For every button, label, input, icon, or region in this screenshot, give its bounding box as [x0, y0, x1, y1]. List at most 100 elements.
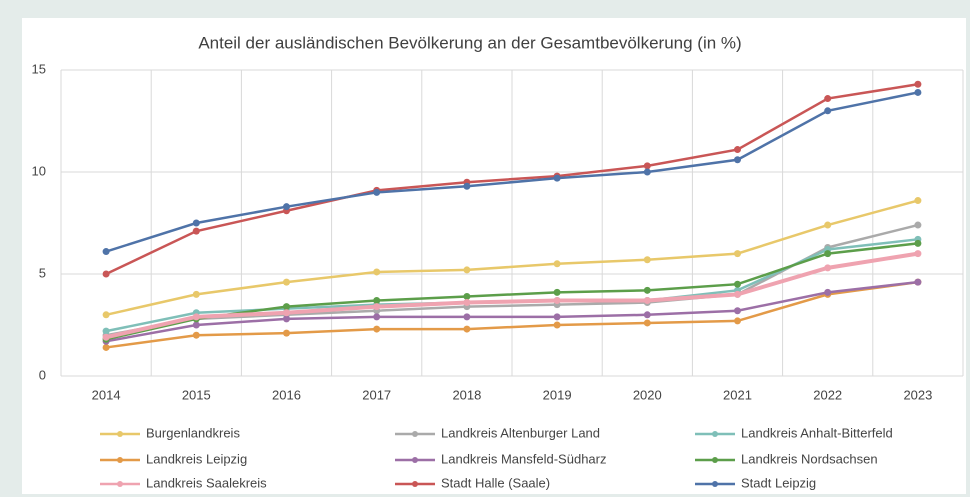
data-point: [824, 264, 832, 272]
data-point: [192, 313, 200, 321]
data-point: [553, 288, 561, 296]
data-point: [102, 311, 110, 319]
x-tick-label: 2014: [92, 387, 121, 402]
legend-label: Landkreis Saalekreis: [146, 475, 267, 490]
data-point: [734, 317, 741, 325]
legend-label: Landkreis Mansfeld-Südharz: [441, 451, 606, 466]
data-point: [192, 290, 200, 298]
data-point: [734, 146, 741, 154]
series-line: [105, 199, 919, 317]
data-point: [643, 256, 651, 264]
legend-marker: [712, 457, 718, 463]
legend-label: Landkreis Leipzig: [146, 451, 247, 466]
legend-marker: [712, 481, 718, 487]
series-line: [105, 251, 919, 340]
data-point: [643, 319, 651, 327]
x-tick-label: 2017: [362, 387, 391, 402]
data-point: [373, 268, 381, 276]
data-point: [283, 315, 290, 323]
data-point: [102, 270, 110, 278]
x-tick-label: 2022: [813, 387, 842, 402]
data-point: [192, 321, 200, 329]
data-point: [373, 303, 381, 311]
legend-marker: [412, 431, 418, 437]
data-point: [914, 80, 922, 88]
data-point: [734, 280, 741, 288]
data-point: [283, 303, 290, 311]
x-tick-label: 2018: [452, 387, 481, 402]
data-point: [643, 162, 651, 170]
y-tick-label: 10: [32, 163, 46, 178]
data-point: [643, 311, 651, 319]
data-point: [824, 221, 832, 229]
data-point: [463, 313, 471, 321]
data-point: [914, 239, 922, 247]
y-tick-label: 5: [39, 265, 46, 280]
y-tick-label: 0: [39, 367, 46, 382]
data-point: [102, 327, 110, 335]
data-point: [463, 292, 471, 300]
x-tick-label: 2023: [903, 387, 932, 402]
legend-marker: [117, 457, 123, 463]
data-point: [643, 286, 651, 294]
data-point: [824, 250, 832, 258]
legend-label: Stadt Leipzig: [741, 475, 816, 490]
data-point: [192, 331, 200, 339]
data-point: [824, 107, 832, 115]
data-point: [824, 288, 832, 296]
data-point: [102, 248, 110, 256]
x-tick-label: 2020: [633, 387, 662, 402]
series-line: [105, 280, 919, 349]
data-point: [283, 309, 290, 317]
data-point: [283, 329, 290, 337]
data-point: [914, 197, 922, 205]
data-point: [463, 325, 471, 333]
x-tick-label: 2016: [272, 387, 301, 402]
data-point: [553, 297, 561, 305]
data-point: [463, 266, 471, 274]
data-point: [102, 343, 110, 351]
data-point: [643, 168, 651, 176]
data-point: [734, 307, 741, 315]
data-point: [643, 297, 651, 305]
data-point: [914, 88, 922, 96]
series-line: [105, 83, 919, 276]
legend-label: Landkreis Altenburger Land: [441, 425, 600, 440]
series-line: [105, 242, 919, 341]
data-point: [553, 313, 561, 321]
data-point: [463, 299, 471, 307]
data-point: [373, 188, 381, 196]
legend-marker: [412, 481, 418, 487]
data-point: [373, 297, 381, 305]
data-point: [283, 203, 290, 211]
legend-label: Burgenlandkreis: [146, 425, 240, 440]
y-tick-label: 15: [32, 61, 46, 76]
data-point: [734, 250, 741, 258]
data-point: [734, 156, 741, 164]
chart-title: Anteil der ausländischen Bevölkerung an …: [198, 33, 741, 52]
legend-marker: [117, 431, 123, 437]
series-line: [105, 91, 919, 253]
series-line: [105, 280, 919, 343]
legend-marker: [412, 457, 418, 463]
data-point: [463, 182, 471, 190]
data-point: [824, 95, 832, 103]
data-point: [192, 219, 200, 227]
x-tick-label: 2015: [182, 387, 211, 402]
x-tick-label: 2019: [543, 387, 572, 402]
data-point: [373, 325, 381, 333]
data-point: [283, 278, 290, 286]
legend-marker: [712, 431, 718, 437]
x-tick-label: 2021: [723, 387, 752, 402]
data-point: [914, 278, 922, 286]
data-point: [734, 290, 741, 298]
legend-marker: [117, 481, 123, 487]
data-point: [914, 250, 922, 258]
legend-label: Stadt Halle (Saale): [441, 475, 550, 490]
data-point: [553, 174, 561, 182]
data-point: [102, 333, 110, 341]
legend-label: Landkreis Nordsachsen: [741, 451, 878, 466]
data-point: [914, 221, 922, 229]
